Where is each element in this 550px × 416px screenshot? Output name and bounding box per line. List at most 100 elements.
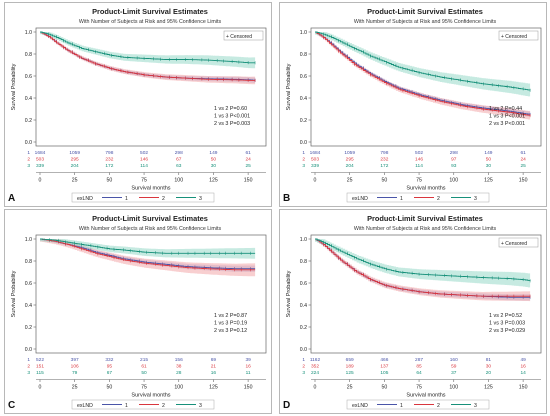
legend-entry-label: 1 — [400, 196, 403, 202]
risk-table-cell: 502 — [140, 150, 148, 156]
risk-table-cell: 146 — [140, 157, 148, 163]
x-axis-label: Survival months — [131, 393, 170, 399]
chart-title: Product-Limit Survival Estimates — [92, 7, 208, 16]
risk-table-cell: 39 — [245, 357, 251, 363]
legend-title: exLND — [352, 403, 368, 409]
risk-table-cell: 20 — [486, 370, 492, 376]
survival-panel-a: Product-Limit Survival Estimates With Num… — [4, 2, 272, 207]
risk-table-cell: 798 — [105, 150, 113, 156]
x-tick-label: 0 — [39, 178, 42, 184]
risk-table-cell: 93 — [451, 163, 457, 169]
legend-title: exLND — [77, 196, 93, 202]
y-axis-label: Survival Probability — [286, 63, 292, 110]
risk-table-cell: 295 — [346, 157, 354, 163]
plot-area — [35, 27, 267, 147]
legend-title: exLND — [352, 196, 368, 202]
risk-table-cell: 28 — [176, 370, 182, 376]
x-tick-label: 125 — [484, 178, 493, 184]
risk-table-cell: 160 — [450, 357, 458, 363]
risk-table-cell: 1684 — [310, 150, 321, 156]
p-value-text: 2 vs 3 P=0.029 — [489, 328, 525, 334]
x-tick-label: 75 — [141, 385, 147, 391]
risk-row-label: 2 — [27, 364, 30, 370]
risk-row-label: 1 — [27, 357, 30, 363]
risk-table-cell: 30 — [486, 163, 492, 169]
risk-table-cell: 50 — [486, 157, 492, 163]
legend-entry-label: 2 — [437, 196, 440, 202]
risk-table-cell: 503 — [311, 157, 319, 163]
ci-band-group-3 — [40, 32, 256, 69]
risk-table-cell: 172 — [105, 163, 113, 169]
risk-table-cell: 114 — [140, 163, 148, 169]
risk-table-cell: 298 — [175, 150, 183, 156]
km-curve-group-3 — [315, 238, 531, 281]
y-tick-label: 0.2 — [25, 325, 32, 331]
x-tick-label: 50 — [106, 178, 112, 184]
risk-table-cell: 659 — [346, 357, 354, 363]
risk-table-cell: 115 — [36, 370, 44, 376]
x-axis-label: Survival months — [406, 186, 445, 192]
risk-table-cell: 151 — [36, 364, 44, 370]
x-tick-label: 125 — [209, 385, 218, 391]
risk-table-cell: 61 — [245, 150, 251, 156]
y-tick-label: 0.0 — [25, 347, 32, 353]
p-value-text: 1 vs 2 P=0.60 — [214, 106, 247, 112]
x-tick-label: 50 — [381, 178, 387, 184]
censored-legend-label: + Censored — [501, 241, 527, 247]
risk-table-cell: 522 — [36, 357, 44, 363]
y-axis-label: Survival Probability — [11, 270, 17, 317]
risk-table-cell: 30 — [486, 364, 492, 370]
y-tick-label: 0.4 — [300, 96, 307, 102]
risk-table-cell: 105 — [380, 370, 388, 376]
y-tick-label: 1.0 — [25, 237, 32, 243]
y-tick-label: 0.0 — [25, 140, 32, 146]
risk-row-label: 3 — [27, 370, 30, 376]
censored-legend-label: + Censored — [501, 34, 527, 40]
y-tick-label: 0.4 — [300, 303, 307, 309]
risk-table-cell: 204 — [346, 163, 354, 169]
risk-table-cell: 81 — [486, 357, 492, 363]
x-axis-label: Survival months — [406, 393, 445, 399]
risk-table-cell: 16 — [245, 364, 251, 370]
y-tick-label: 0.0 — [300, 347, 307, 353]
y-tick-label: 0.0 — [300, 140, 307, 146]
p-value-text: 2 vs 3 P<0.001 — [489, 121, 525, 127]
panel-letter: B — [283, 193, 290, 204]
risk-table-cell: 466 — [380, 357, 388, 363]
y-tick-label: 0.6 — [300, 74, 307, 80]
risk-table-cell: 25 — [245, 163, 251, 169]
chart-subtitle: With Number of Subjects at Risk and 95% … — [354, 226, 497, 232]
risk-table-cell: 64 — [416, 370, 422, 376]
x-tick-label: 25 — [72, 385, 78, 391]
x-tick-label: 50 — [381, 385, 387, 391]
x-tick-label: 150 — [519, 178, 528, 184]
y-tick-label: 0.8 — [25, 259, 32, 265]
km-curve-group-2 — [315, 31, 531, 116]
y-tick-label: 0.8 — [300, 52, 307, 58]
risk-table-cell: 332 — [105, 357, 113, 363]
risk-table-cell: 59 — [451, 364, 457, 370]
x-tick-label: 75 — [141, 178, 147, 184]
p-value-text: 1 vs 2 P=0.44 — [489, 106, 522, 112]
p-value-text: 1 vs 3 P=0.003 — [489, 321, 525, 327]
risk-table-cell: 798 — [380, 150, 388, 156]
km-curve-group-3 — [40, 238, 256, 254]
risk-table-cell: 50 — [141, 370, 147, 376]
y-tick-label: 0.4 — [25, 96, 32, 102]
risk-table-cell: 1059 — [344, 150, 355, 156]
p-value-text: 1 vs 2 P=0.52 — [489, 313, 522, 319]
risk-table-cell: 24 — [245, 157, 251, 163]
risk-table-cell: 16 — [520, 364, 526, 370]
risk-table-cell: 37 — [451, 370, 457, 376]
risk-table-cell: 502 — [415, 150, 423, 156]
chart-subtitle: With Number of Subjects at Risk and 95% … — [79, 19, 222, 25]
risk-table-cell: 1684 — [35, 150, 46, 156]
risk-table-cell: 224 — [311, 370, 319, 376]
panel-letter: C — [8, 400, 15, 411]
risk-table-cell: 215 — [140, 357, 148, 363]
x-tick-label: 150 — [244, 385, 253, 391]
censored-legend — [223, 30, 264, 41]
chart-title: Product-Limit Survival Estimates — [367, 7, 483, 16]
risk-table-cell: 146 — [415, 157, 423, 163]
